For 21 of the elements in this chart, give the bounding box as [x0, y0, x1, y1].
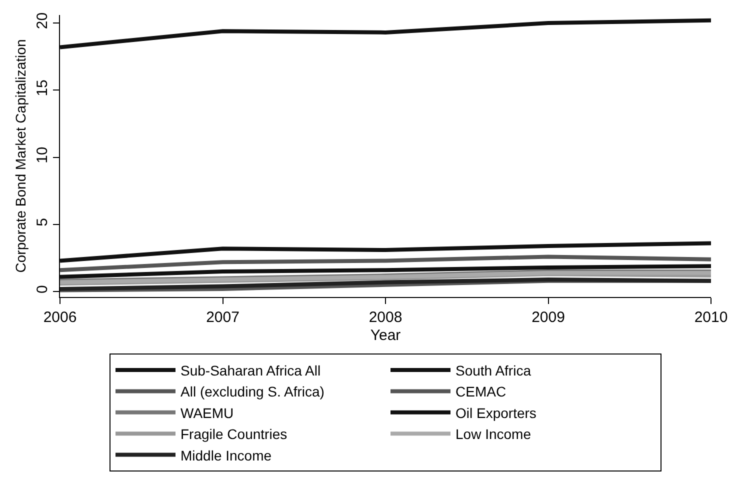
y-tick-label: 10	[34, 146, 51, 164]
legend-label: Middle Income	[180, 447, 272, 464]
legend-label: South Africa	[456, 362, 532, 378]
legend-label: CEMAC	[456, 384, 506, 400]
y-tick-label: 5	[34, 218, 51, 226]
legend-label: Sub-Saharan Africa All	[180, 362, 321, 378]
legend-label: All (excluding S. Africa)	[180, 384, 324, 400]
legend-label: WAEMU	[180, 404, 234, 421]
x-tick-label: 2007	[206, 309, 240, 326]
x-tick-label: 2010	[694, 309, 728, 326]
legend-label: Oil Exporters	[456, 404, 536, 421]
legend-label: Fragile Countries	[180, 426, 288, 442]
y-tick-label: 15	[34, 80, 51, 96]
y-tick-label: 20	[34, 12, 51, 30]
x-axis-title: Year	[370, 327, 401, 344]
x-tick-label: 2008	[368, 309, 402, 326]
y-axis-title: Corporate Bond Market Capitalization	[12, 39, 29, 273]
y-tick-label: 0	[34, 285, 51, 294]
legend-label: Low Income	[456, 426, 532, 442]
x-tick-label: 2009	[532, 309, 565, 326]
x-tick-label: 2006	[43, 309, 77, 326]
